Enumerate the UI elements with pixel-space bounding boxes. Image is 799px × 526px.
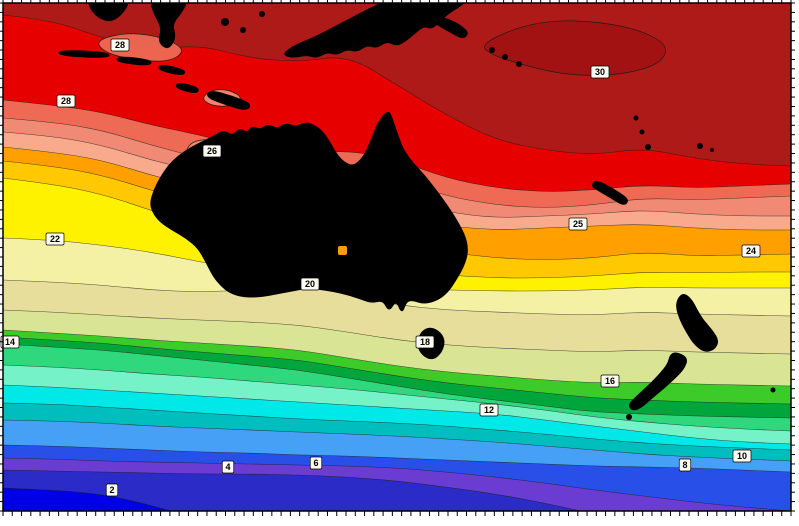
contour-label: 12 [479,403,499,417]
svg-text:12: 12 [484,405,494,415]
island-chatham-island [770,387,776,393]
contour-label: 16 [600,374,620,388]
contour-label: 10 [732,449,752,463]
svg-text:28: 28 [115,40,125,50]
contour-label: 14 [0,335,20,349]
lake-eyre-gap [338,246,347,255]
svg-text:18: 18 [420,337,430,347]
landmass-sulawesi [151,3,186,49]
landmass-borneo-tip [88,3,128,22]
svg-text:25: 25 [573,219,583,229]
contour-label: 18 [415,335,435,349]
svg-text:14: 14 [5,337,15,347]
contour-labels-layer: 28 28 30 26 22 25 24 20 14 18 16 12 10 8 6 4 2 [0,38,761,497]
landmass-nz-south-island [629,352,687,411]
contour-field-layer [3,3,791,511]
landmass-sunda-strip-1 [58,50,110,58]
svg-text:2: 2 [109,485,114,495]
island-solomons-2 [502,54,508,60]
svg-text:20: 20 [305,279,315,289]
landmass-australia [150,111,468,312]
plot-frame [0,0,795,516]
landmass-new-caledonia [592,181,628,205]
island-solomons-1 [489,47,495,53]
island-solomons-3 [516,61,522,67]
contour-line [3,419,791,462]
island-moluccas-3 [259,11,265,17]
svg-text:24: 24 [746,246,756,256]
landmass-timor [207,91,251,110]
island-vanuatu-3 [645,144,651,150]
band-below-4 [3,470,581,511]
contour-line [3,329,791,387]
svg-text:22: 22 [50,234,60,244]
contour-label: 24 [741,244,761,258]
landmass-sunda-strip-3 [158,65,186,75]
contour-line [3,364,791,432]
svg-text:16: 16 [605,376,615,386]
contour-line [3,384,791,445]
contour-label: 30 [590,65,610,79]
landmass-nz-north-island [676,293,719,352]
island-fiji-1 [697,143,703,149]
landmass-sumba [175,83,199,93]
contour-label: 2 [105,483,119,497]
contour-label: 8 [678,458,692,472]
island-fiji-2 [710,148,714,152]
island-stewart-island [626,414,632,420]
svg-text:26: 26 [207,146,217,156]
island-moluccas-2 [240,27,246,33]
svg-text:10: 10 [737,451,747,461]
island-vanuatu-2 [639,129,645,135]
svg-text:28: 28 [61,96,71,106]
contour-line [3,457,791,511]
svg-text:6: 6 [313,458,318,468]
island-moluccas-1 [221,18,229,26]
contour-line [3,469,583,511]
landmass-new-britain [433,16,468,38]
island-vanuatu-1 [633,115,639,121]
svg-text:8: 8 [682,460,687,470]
band-below-2 [3,488,171,511]
contour-label: 22 [45,232,65,246]
contour-label: 28 [56,94,76,108]
landmass-sunda-strip-2 [116,56,152,66]
landmass-new-guinea [284,3,465,58]
contour-label: 28 [110,38,130,52]
contour-line [3,343,791,419]
svg-text:30: 30 [595,67,605,77]
contour-line [3,487,172,511]
axis-ticks [0,0,795,516]
contour-label: 4 [221,460,235,474]
contour-line [3,402,791,451]
svg-text:4: 4 [225,462,230,472]
contour-label: 6 [309,456,323,470]
contour-label: 26 [202,144,222,158]
contour-line [3,309,791,355]
land-layer [58,3,776,420]
contour-label: 25 [568,217,588,231]
contour-line [3,444,791,473]
contour-label: 20 [300,277,320,291]
